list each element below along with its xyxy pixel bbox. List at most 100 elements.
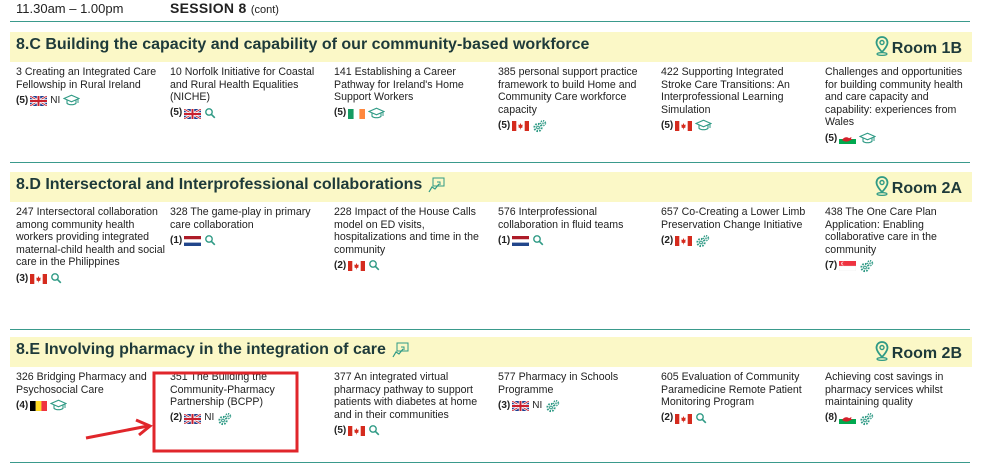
presenter-count: (5) xyxy=(334,107,347,119)
presentation-title: Achieving cost savings in pharmacy servi… xyxy=(825,371,944,409)
presentation-meta: (3) NI xyxy=(498,399,650,413)
uk-flag-icon xyxy=(184,108,202,119)
presentation-meta: (1) xyxy=(170,234,322,248)
presentation-title: 351 The Building the Community-Pharmacy … xyxy=(170,371,275,409)
singapore-flag-icon xyxy=(839,261,857,272)
presenter-count: (2) xyxy=(170,412,183,424)
session-title: SESSION 8 (cont) xyxy=(170,0,279,16)
presentation-title: 438 The One Care Plan Application: Enabl… xyxy=(825,206,937,256)
graduation-cap-icon xyxy=(49,399,68,413)
magnifier-icon xyxy=(695,412,710,426)
wales-flag-icon xyxy=(839,413,857,424)
presentation-meta: (2) xyxy=(661,234,813,248)
theme-title: 8.C Building the capacity and capability… xyxy=(16,36,589,54)
room-label: Room 2A xyxy=(875,176,962,198)
presentation-card[interactable]: 247 Intersectoral collaboration among co… xyxy=(16,206,168,286)
presentation-meta: (8) xyxy=(825,412,977,426)
gears-icon xyxy=(532,119,547,133)
presentation-card[interactable]: 326 Bridging Pharmacy and Psychosocial C… xyxy=(16,371,168,413)
presentation-meta: (5) xyxy=(825,132,977,146)
magnifier-icon xyxy=(368,259,383,273)
belgium-flag-icon xyxy=(30,401,48,412)
presenter-count: (2) xyxy=(661,234,674,246)
presentation-title: 657 Co-Creating a Lower Limb Preservatio… xyxy=(661,206,806,231)
magnifier-icon xyxy=(532,234,547,248)
theme-title: 8.D Intersectoral and Interprofessional … xyxy=(16,176,446,194)
presenter-count: (5) xyxy=(825,132,838,144)
presentation-meta: (5) xyxy=(334,107,486,121)
presentation-card[interactable]: 328 The game-play in primary care collab… xyxy=(170,206,322,248)
location-pin-icon xyxy=(875,36,892,57)
collaboration-icon xyxy=(428,177,446,193)
presenter-count: (4) xyxy=(16,399,29,411)
annotation-arrow xyxy=(85,424,149,440)
annotation-arrow-head xyxy=(135,418,153,437)
room-name: Room 2A xyxy=(891,180,962,197)
ireland-flag-icon xyxy=(348,108,366,119)
presentation-card[interactable]: 576 Interprofessional collaboration in f… xyxy=(498,206,650,248)
theme-title: 8.E Involving pharmacy in the integratio… xyxy=(16,341,410,359)
presentation-meta: (5) xyxy=(334,424,486,438)
presentation-card[interactable]: Achieving cost savings in pharmacy servi… xyxy=(825,371,977,426)
theme-title-text: 8.E Involving pharmacy in the integratio… xyxy=(16,341,386,358)
presentation-card[interactable]: 10 Norfolk Initiative for Coastal and Ru… xyxy=(170,66,322,121)
presenter-count: (3) xyxy=(498,399,511,411)
room-label: Room 2B xyxy=(875,341,962,363)
presentation-card[interactable]: 577 Pharmacy in Schools Programme (3) NI xyxy=(498,371,650,413)
theme-title-text: 8.C Building the capacity and capability… xyxy=(16,36,590,53)
uk-flag-icon xyxy=(30,96,48,107)
presentation-meta: (5) xyxy=(661,119,813,133)
divider xyxy=(10,162,970,163)
presentation-title: 141 Establishing a Career Pathway for Ir… xyxy=(334,66,464,104)
session-time: 11.30am – 1.00pm xyxy=(16,1,124,16)
region-label: NI xyxy=(204,412,215,424)
presentation-card[interactable]: 657 Co-Creating a Lower Limb Preservatio… xyxy=(661,206,813,248)
presentation-card[interactable]: 351 The Building the Community-Pharmacy … xyxy=(170,371,322,426)
presenter-count: (7) xyxy=(825,260,838,272)
presentation-meta: (1) xyxy=(498,234,650,248)
presentation-title: 326 Bridging Pharmacy and Psychosocial C… xyxy=(16,371,147,396)
session-label: SESSION 8 xyxy=(170,0,247,16)
collaboration-icon xyxy=(392,342,410,358)
presenter-count: (5) xyxy=(661,120,674,132)
annotation-box xyxy=(152,371,299,453)
presentation-card[interactable]: 438 The One Care Plan Application: Enabl… xyxy=(825,206,977,273)
region-label: NI xyxy=(50,94,61,106)
room-name: Room 1B xyxy=(891,40,962,57)
presentation-meta: (7) xyxy=(825,259,977,273)
theme-band: 8.C Building the capacity and capability… xyxy=(10,32,972,62)
magnifier-icon xyxy=(204,234,219,248)
magnifier-icon xyxy=(368,424,383,438)
presentation-meta: (2) xyxy=(661,412,813,426)
gears-icon xyxy=(545,399,560,413)
presentation-title: Challenges and opportunities for buildin… xyxy=(825,66,963,129)
graduation-cap-icon xyxy=(694,119,713,133)
presentation-meta: (2) NI xyxy=(170,412,322,426)
presentation-card[interactable]: 141 Establishing a Career Pathway for Ir… xyxy=(334,66,486,121)
presentation-card[interactable]: 422 Supporting Integrated Stroke Care Tr… xyxy=(661,66,813,133)
magnifier-icon xyxy=(50,272,65,286)
presentation-meta: (5) xyxy=(498,119,650,133)
presentation-card[interactable]: 377 An integrated virtual pharmacy pathw… xyxy=(334,371,486,438)
presentation-card[interactable]: 605 Evaluation of Community Paramedicine… xyxy=(661,371,813,426)
graduation-cap-icon xyxy=(62,94,81,108)
graduation-cap-icon xyxy=(858,132,877,146)
presentation-card[interactable]: 228 Impact of the House Calls model on E… xyxy=(334,206,486,273)
theme-title-text: 8.D Intersectoral and Interprofessional … xyxy=(16,176,423,193)
presentation-title: 377 An integrated virtual pharmacy pathw… xyxy=(334,371,478,421)
canada-flag-icon xyxy=(675,236,693,247)
session-header: 11.30am – 1.00pm SESSION 8 (cont) xyxy=(12,0,972,20)
presentation-card[interactable]: Challenges and opportunities for buildin… xyxy=(825,66,977,146)
presentation-meta: (5) NI xyxy=(16,94,168,108)
presentation-card[interactable]: 385 personal support practice framework … xyxy=(498,66,650,133)
presenter-count: (2) xyxy=(661,412,674,424)
presentation-title: 247 Intersectoral collaboration among co… xyxy=(16,206,165,269)
presentation-meta: (5) xyxy=(170,107,322,121)
presentation-title: 605 Evaluation of Community Paramedicine… xyxy=(661,371,802,409)
presentation-card[interactable]: 3 Creating an Integrated Care Fellowship… xyxy=(16,66,168,108)
presenter-count: (5) xyxy=(498,120,511,132)
presentation-title: 10 Norfolk Initiative for Coastal and Ru… xyxy=(170,66,315,104)
presenter-count: (3) xyxy=(16,272,29,284)
session-suffix: (cont) xyxy=(250,4,279,16)
canada-flag-icon xyxy=(30,273,48,284)
